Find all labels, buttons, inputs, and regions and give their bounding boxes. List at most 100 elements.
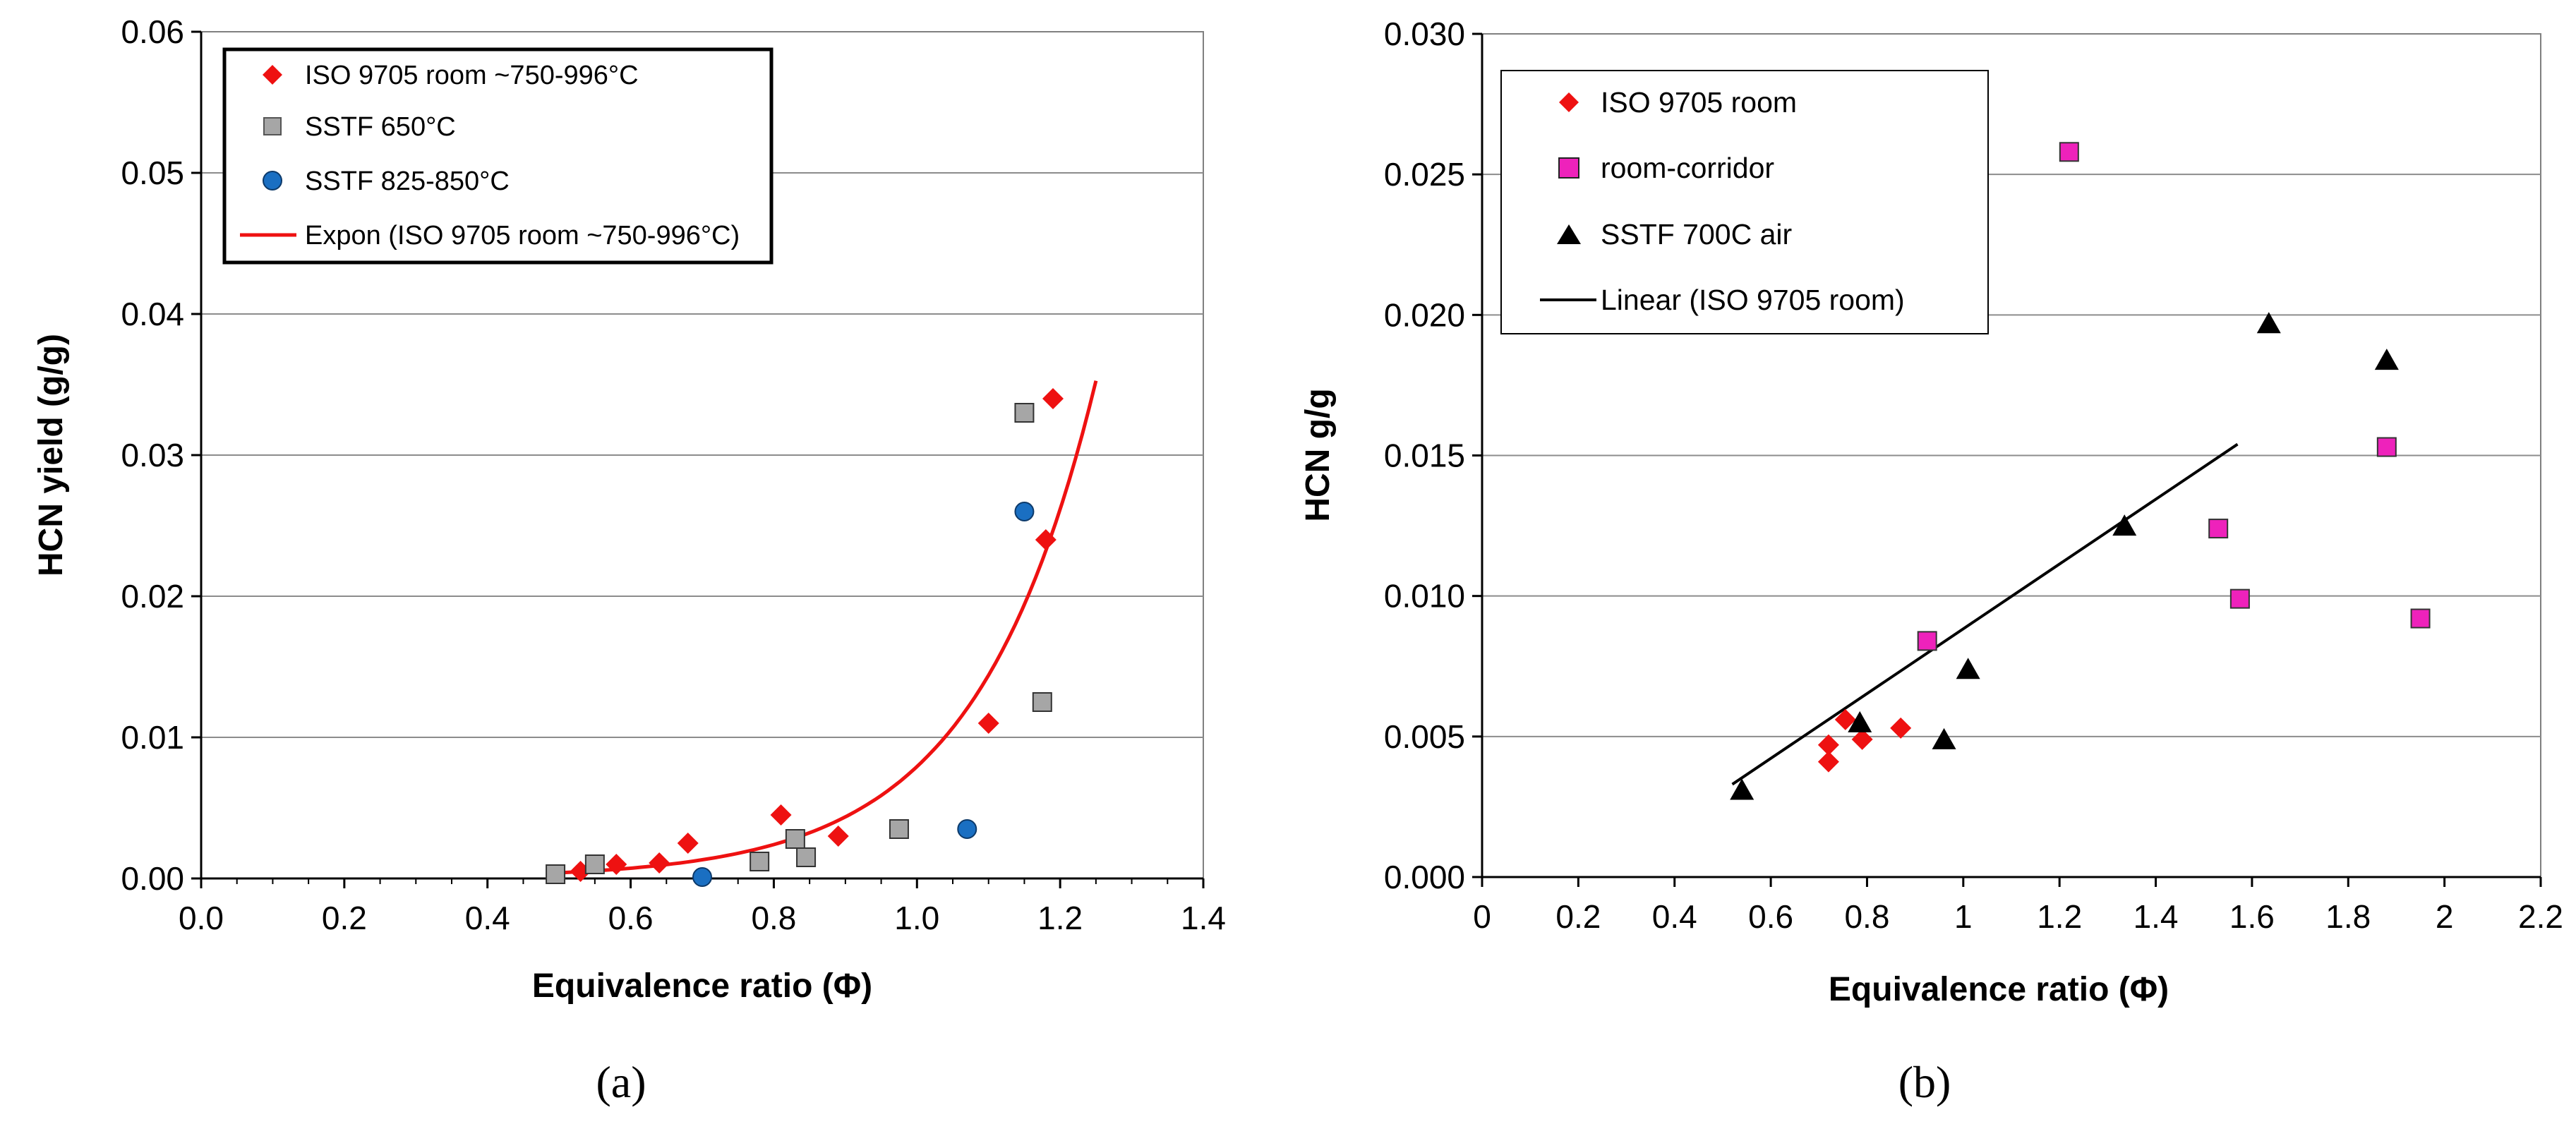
chart-b-x-axis-label: Equivalence ratio (Φ) — [1829, 971, 2169, 1008]
b-point-room-corridor — [1917, 631, 1937, 651]
b-point-room-corridor — [2410, 608, 2431, 629]
legend-b-iso-marker — [1559, 92, 1579, 112]
a-y-tick-label: 0.00 — [121, 860, 184, 897]
a-y-tick-label: 0.01 — [121, 719, 184, 756]
b-y-tick-label: 0.015 — [1384, 437, 1465, 474]
chart-a-legend: ISO 9705 room ~750-996°C SSTF 650°C SSTF… — [222, 47, 774, 265]
b-y-tick-label: 0.025 — [1384, 156, 1465, 193]
b-point-room-corridor — [2229, 588, 2250, 609]
legend-a-iso-label: ISO 9705 room ~750-996°C — [305, 61, 639, 90]
b-y-tick-label: 0.020 — [1384, 296, 1465, 333]
a-point-iso-9705-room-750-996-c — [649, 852, 670, 874]
b-point-iso-9705-room — [1834, 708, 1856, 730]
chart-b-legend: ISO 9705 room room-corridor SSTF 700C ai… — [1500, 70, 1989, 334]
legend-a-expon-label: Expon (ISO 9705 room ~750-996°C) — [305, 221, 740, 250]
chart-b-panel-label: (b) — [1898, 1057, 1951, 1107]
a-y-tick-label: 0.03 — [121, 437, 184, 473]
chart-a-x-axis-label: Equivalence ratio (Φ) — [532, 967, 872, 1005]
b-x-tick-label: 2.2 — [2518, 898, 2563, 935]
a-point-iso-9705-room-750-996-c — [770, 804, 792, 826]
a-point-sstf-650-c — [584, 854, 605, 874]
chart-a-points — [546, 388, 1064, 887]
chart-b-fit-line — [1731, 442, 2239, 786]
a-point-iso-9705-room-750-996-c — [677, 833, 699, 854]
chart-a-tick-labels: 0.00 0.01 0.02 0.03 0.04 0.05 0.06 0.0 0.2 0.4 0.6… — [121, 13, 1226, 936]
a-point-sstf-650-c — [546, 864, 566, 884]
b-x-tick-label: 0.4 — [1652, 898, 1697, 935]
a-x-tick-label: 0.6 — [608, 900, 654, 936]
a-y-tick-label: 0.06 — [121, 13, 184, 50]
a-x-tick-label: 1.4 — [1181, 900, 1226, 936]
b-point-iso-9705-room — [1851, 728, 1873, 750]
a-point-sstf-650-c — [785, 829, 805, 849]
a-point-sstf-650-c — [796, 847, 817, 867]
a-point-sstf-825-850-c — [957, 819, 977, 839]
legend-b-corridor-marker — [1558, 157, 1579, 179]
a-exponential-fit-line — [558, 380, 1098, 875]
a-point-sstf-650-c — [750, 852, 770, 871]
a-point-sstf-650-c — [1014, 403, 1035, 423]
a-y-tick-label: 0.04 — [121, 296, 184, 332]
chart-b-tick-labels: 0.000 0.005 0.010 0.015 0.020 0.025 0.030 0 0.2 0… — [1384, 16, 2563, 935]
legend-a-iso-marker — [263, 65, 282, 85]
b-x-tick-label: 1.2 — [2037, 898, 2082, 935]
legend-b-sstf-label: SSTF 700C air — [1601, 218, 1792, 250]
b-point-iso-9705-room — [1817, 751, 1839, 773]
b-point-room-corridor — [2059, 142, 2079, 162]
a-point-iso-9705-room-750-996-c — [977, 713, 999, 734]
a-x-tick-label: 0.2 — [322, 900, 367, 936]
legend-b-sstf-marker — [1557, 224, 1581, 244]
b-y-tick-label: 0.005 — [1384, 718, 1465, 755]
a-point-sstf-650-c — [889, 819, 909, 839]
legend-a-sstf650-marker — [263, 117, 282, 135]
b-x-tick-label: 1 — [1954, 898, 1973, 935]
b-point-sstf-700c-air — [2112, 514, 2137, 536]
b-x-tick-label: 0.8 — [1844, 898, 1889, 935]
b-y-tick-label: 0.010 — [1384, 578, 1465, 615]
b-x-tick-label: 1.6 — [2229, 898, 2275, 935]
b-x-tick-label: 0.6 — [1748, 898, 1793, 935]
a-point-sstf-825-850-c — [1014, 502, 1035, 521]
chart-b-legend-box — [1500, 70, 1989, 334]
chart-a-legend-box — [222, 47, 774, 265]
a-point-sstf-825-850-c — [692, 867, 712, 887]
chart-b-gridlines — [1482, 174, 2541, 737]
a-point-sstf-650-c — [1032, 692, 1052, 712]
b-x-tick-label: 1.4 — [2133, 898, 2179, 935]
b-point-iso-9705-room — [1817, 734, 1839, 756]
b-point-room-corridor — [2376, 437, 2397, 457]
legend-a-sstf825-marker — [263, 171, 282, 191]
chart-b-y-axis-label: HCN g/g — [1299, 388, 1337, 521]
b-point-room-corridor — [2208, 519, 2229, 539]
b-y-tick-label: 0.000 — [1384, 859, 1465, 895]
a-y-tick-label: 0.05 — [121, 155, 184, 191]
b-x-tick-label: 0.2 — [1555, 898, 1601, 935]
a-point-iso-9705-room-750-996-c — [1035, 529, 1057, 550]
b-x-tick-label: 1.8 — [2325, 898, 2371, 935]
b-point-iso-9705-room — [1890, 717, 1912, 739]
b-x-tick-label: 0 — [1473, 898, 1491, 935]
a-point-iso-9705-room-750-996-c — [1042, 388, 1064, 409]
b-point-sstf-700c-air — [1730, 778, 1755, 800]
b-point-sstf-700c-air — [1956, 658, 1980, 679]
b-point-sstf-700c-air — [2256, 312, 2281, 334]
chart-a-y-axis-label: HCN yield (g/g) — [32, 334, 70, 576]
chart-a: 0.00 0.01 0.02 0.03 0.04 0.05 0.06 0.0 0.2 0.4 0.6… — [32, 13, 1226, 1107]
chart-a-panel-label: (a) — [596, 1057, 646, 1107]
chart-b-points — [1730, 142, 2431, 800]
a-x-tick-label: 1.0 — [894, 900, 939, 936]
legend-a-sstf825-label: SSTF 825-850°C — [305, 167, 510, 196]
b-linear-fit-line — [1731, 442, 2239, 786]
a-y-tick-label: 0.02 — [121, 578, 184, 615]
a-x-tick-label: 1.2 — [1037, 900, 1083, 936]
b-x-tick-label: 2 — [2436, 898, 2454, 935]
a-point-iso-9705-room-750-996-c — [827, 826, 849, 847]
chart-b-axes — [1472, 32, 2542, 887]
legend-b-iso-label: ISO 9705 room — [1601, 86, 1797, 119]
a-x-tick-label: 0.4 — [465, 900, 510, 936]
legend-b-corridor-label: room-corridor — [1601, 152, 1774, 184]
a-x-tick-label: 0.0 — [179, 900, 224, 936]
b-point-sstf-700c-air — [1932, 727, 1956, 749]
chart-b: 0.000 0.005 0.010 0.015 0.020 0.025 0.030 0 0.2 0… — [1299, 16, 2563, 1107]
